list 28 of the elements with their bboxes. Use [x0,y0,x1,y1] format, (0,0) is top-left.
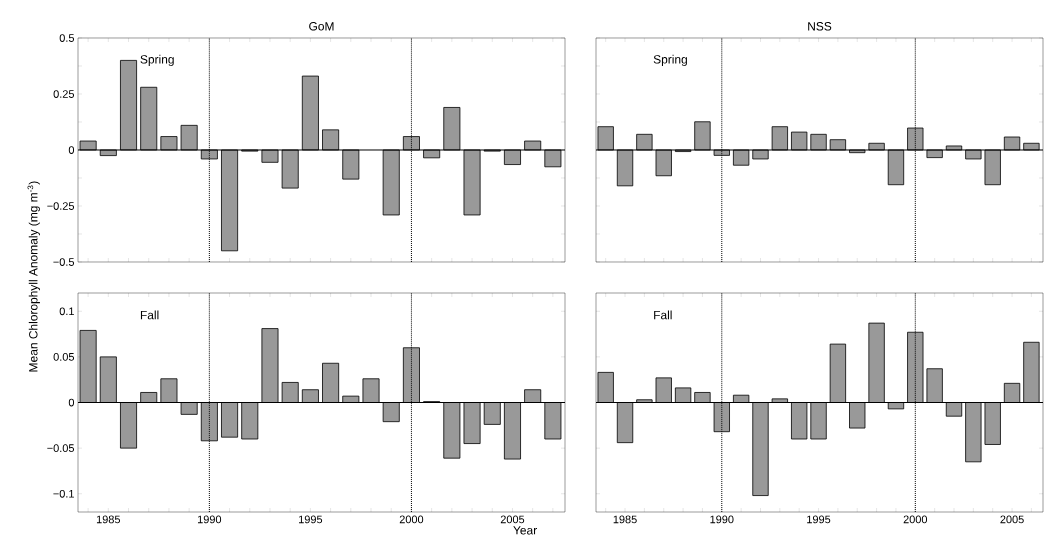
x-tick-label: 2005 [1000,515,1024,524]
x-tick-label: 2000 [903,515,928,524]
y-axis-title: Mean Chlorophyll Anomaly (mg m$^{-3}$) [27,181,40,372]
annotation: Fall [654,310,672,320]
annotation: Spring [653,54,687,66]
x-tick-label: 1995 [299,515,323,524]
y-tick-label: 0 [68,398,75,407]
x-tick-label: 1990 [710,515,734,524]
y-tick-label: 0.5 [59,34,75,42]
chart-title: NSS [808,22,832,31]
y-tick-label: 0 [68,146,75,154]
y-tick-label: 0.05 [53,353,75,361]
y-tick-label: −0.1 [53,489,74,498]
x-tick-label: 1985 [96,515,121,524]
annotation: Spring [140,54,174,66]
x-axis-title: Year [513,526,537,535]
y-tick-label: −0.05 [47,444,75,453]
x-tick-label: 2005 [500,515,525,524]
y-tick-label: −0.25 [47,202,75,210]
y-tick-label: −0.5 [53,258,75,266]
annotation: Fall [140,310,159,320]
y-tick-label: 0.25 [53,90,75,98]
x-tick-label: 1995 [807,515,831,524]
y-tick-label: 0.1 [59,307,74,316]
x-tick-label: 2000 [399,515,424,524]
chart-title: GoM [309,22,334,31]
x-tick-label: 1985 [613,515,637,524]
x-tick-label: 1990 [197,515,222,524]
